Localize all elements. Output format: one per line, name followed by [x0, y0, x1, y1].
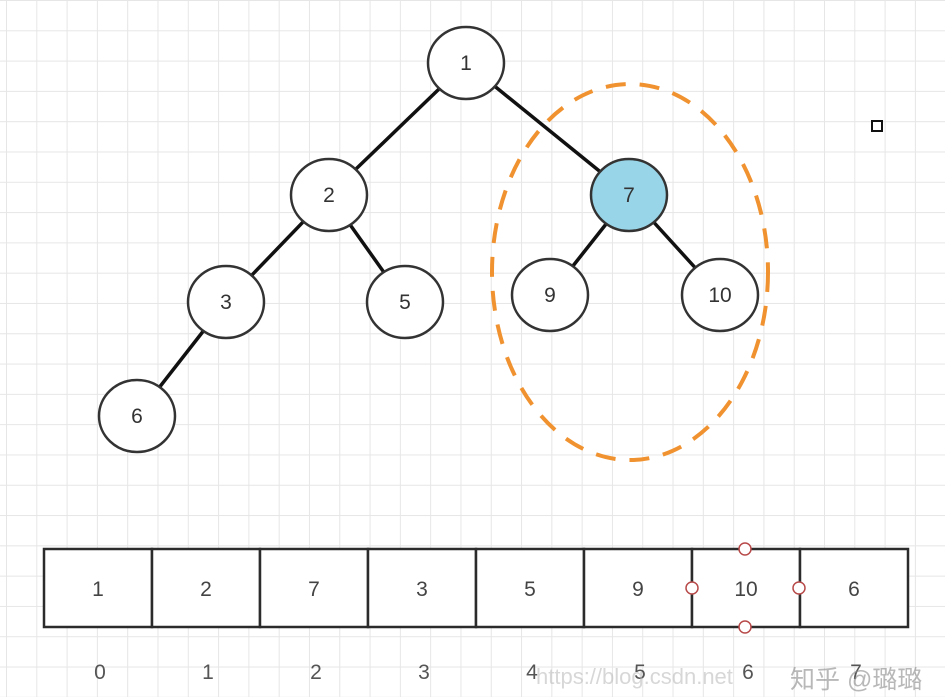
node-circle — [97, 378, 177, 454]
array-cell-0[interactable] — [42, 547, 154, 629]
tree-nodes: 1 2 7 3 5 9 10 6 — [97, 25, 760, 454]
node-circle — [510, 257, 590, 333]
tree-node-1[interactable]: 1 — [426, 25, 506, 101]
tree-node-7[interactable]: 7 — [589, 157, 669, 233]
array-cell-5[interactable] — [582, 547, 694, 629]
array-index-4: 4 — [526, 661, 538, 684]
node-circle — [289, 157, 369, 233]
edge-n7-n9 — [570, 222, 609, 268]
array-index-1: 1 — [202, 661, 214, 684]
edge-n1-n7 — [492, 84, 603, 174]
edge-n7-n10 — [651, 220, 698, 270]
handle-bottom — [738, 620, 752, 634]
edge-n1-n2 — [353, 86, 442, 172]
array-value-1: 2 — [200, 578, 212, 601]
array-index-5: 5 — [634, 661, 646, 684]
array-value-4: 5 — [524, 578, 536, 601]
node-label: 3 — [220, 291, 232, 314]
array-value-6: 10 — [734, 578, 757, 601]
node-label: 10 — [708, 284, 731, 307]
array-cell-2[interactable] — [258, 547, 370, 629]
handle-top — [738, 542, 752, 556]
node-label: 9 — [544, 284, 556, 307]
handle-right — [792, 581, 806, 595]
node-circle — [426, 25, 506, 101]
array-index-0: 0 — [94, 661, 106, 684]
array-index-6: 6 — [742, 661, 754, 684]
node-circle — [680, 257, 760, 333]
tree-node-5[interactable]: 5 — [365, 264, 445, 340]
edge-n2-n5 — [348, 223, 386, 274]
array-value-2: 7 — [308, 578, 320, 601]
array-index-3: 3 — [418, 661, 430, 684]
node-circle — [365, 264, 445, 340]
selection-handles — [685, 542, 806, 634]
array-row: 1 2 7 3 5 9 10 6 — [42, 547, 910, 629]
array-indices: 0 1 2 3 4 5 6 7 — [94, 661, 862, 684]
node-circle — [589, 157, 669, 233]
tree-node-6[interactable]: 6 — [97, 378, 177, 454]
brand-watermark: 知乎 @璐璐 — [790, 666, 923, 694]
node-label: 2 — [323, 184, 335, 207]
array-value-7: 6 — [848, 578, 860, 601]
subtree-dashed-outline — [490, 82, 770, 462]
resize-handle-icon[interactable] — [871, 120, 883, 132]
tree-node-3[interactable]: 3 — [186, 264, 266, 340]
array-value-0: 1 — [92, 578, 104, 601]
edge-n3-n6 — [157, 329, 206, 389]
array-value-5: 9 — [632, 578, 644, 601]
node-label: 1 — [460, 52, 472, 75]
tree-node-10[interactable]: 10 — [680, 257, 760, 333]
array-index-2: 2 — [310, 661, 322, 684]
node-label: 6 — [131, 405, 143, 428]
handle-left — [685, 581, 699, 595]
node-circle — [186, 264, 266, 340]
array-cell-6[interactable] — [690, 547, 802, 629]
array-value-3: 3 — [416, 578, 428, 601]
edge-n2-n3 — [249, 219, 306, 278]
tree-node-9[interactable]: 9 — [510, 257, 590, 333]
array-index-7: 7 — [850, 661, 862, 684]
node-label: 7 — [623, 184, 635, 207]
tree-node-2[interactable]: 2 — [289, 157, 369, 233]
array-cell-7[interactable] — [798, 547, 910, 629]
tree-edges — [157, 84, 698, 389]
array-cell-1[interactable] — [150, 547, 262, 629]
url-watermark: https://blog.csdn.net — [536, 664, 733, 689]
array-cell-3[interactable] — [366, 547, 478, 629]
node-label: 5 — [399, 291, 411, 314]
